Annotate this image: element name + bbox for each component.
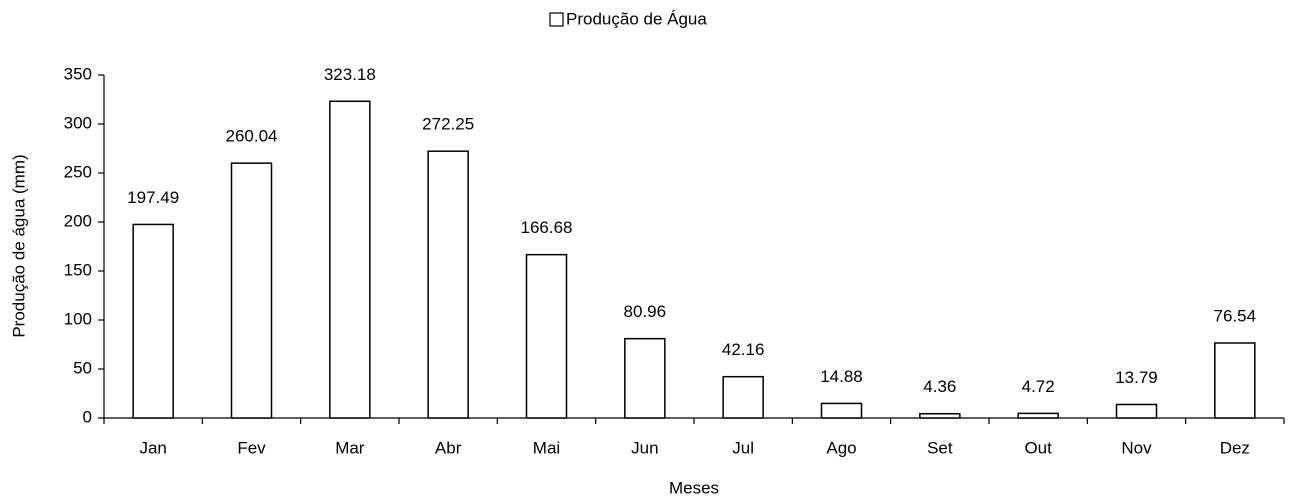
data-label: 13.79	[1115, 368, 1158, 387]
bar	[820, 402, 863, 419]
x-tick-label: Jan	[139, 438, 166, 457]
legend-swatch	[549, 12, 564, 27]
x-tick-label: Jun	[631, 438, 658, 457]
data-label: 166.68	[521, 218, 573, 237]
y-axis-label: Produção de água (mm)	[9, 154, 28, 337]
x-tick-label: Fev	[237, 438, 266, 457]
x-axis-label: Meses	[669, 478, 719, 497]
data-label: 323.18	[324, 65, 376, 84]
bar	[132, 223, 174, 419]
legend-label: Produção de Água	[566, 9, 707, 28]
data-label: 14.88	[820, 367, 863, 386]
data-label: 272.25	[422, 115, 474, 134]
data-label: 4.72	[1022, 377, 1055, 396]
y-tick-label: 0	[83, 407, 92, 426]
y-tick-label: 200	[64, 211, 92, 230]
bar	[919, 412, 961, 419]
x-tick-label: Set	[927, 438, 953, 457]
bar	[722, 375, 764, 419]
x-tick-label: Ago	[826, 438, 856, 457]
bar	[1115, 403, 1158, 419]
data-label: 76.54	[1214, 306, 1257, 325]
bar	[329, 100, 371, 419]
bar	[525, 253, 568, 419]
x-tick-label: Dez	[1220, 438, 1250, 457]
x-tick-label: Nov	[1121, 438, 1152, 457]
y-tick-label: 250	[64, 162, 92, 181]
data-label: 80.96	[624, 302, 667, 321]
y-tick-label: 50	[73, 358, 92, 377]
bar	[624, 337, 666, 419]
data-label: 197.49	[127, 188, 179, 207]
x-tick-label: Jul	[732, 438, 754, 457]
data-label: 4.36	[923, 377, 956, 396]
bar	[427, 150, 469, 419]
y-tick-label: 300	[64, 113, 92, 132]
bar	[1017, 412, 1059, 419]
bar	[230, 162, 273, 419]
y-tick-label: 350	[64, 64, 92, 83]
x-tick-label: Abr	[435, 438, 462, 457]
bar	[1214, 342, 1256, 419]
x-tick-label: Mar	[335, 438, 365, 457]
data-label: 260.04	[226, 127, 278, 146]
data-label: 42.16	[722, 340, 765, 359]
x-tick-label: Mai	[533, 438, 560, 457]
y-tick-label: 150	[64, 260, 92, 279]
y-tick-label: 100	[64, 309, 92, 328]
x-tick-label: Out	[1024, 438, 1052, 457]
